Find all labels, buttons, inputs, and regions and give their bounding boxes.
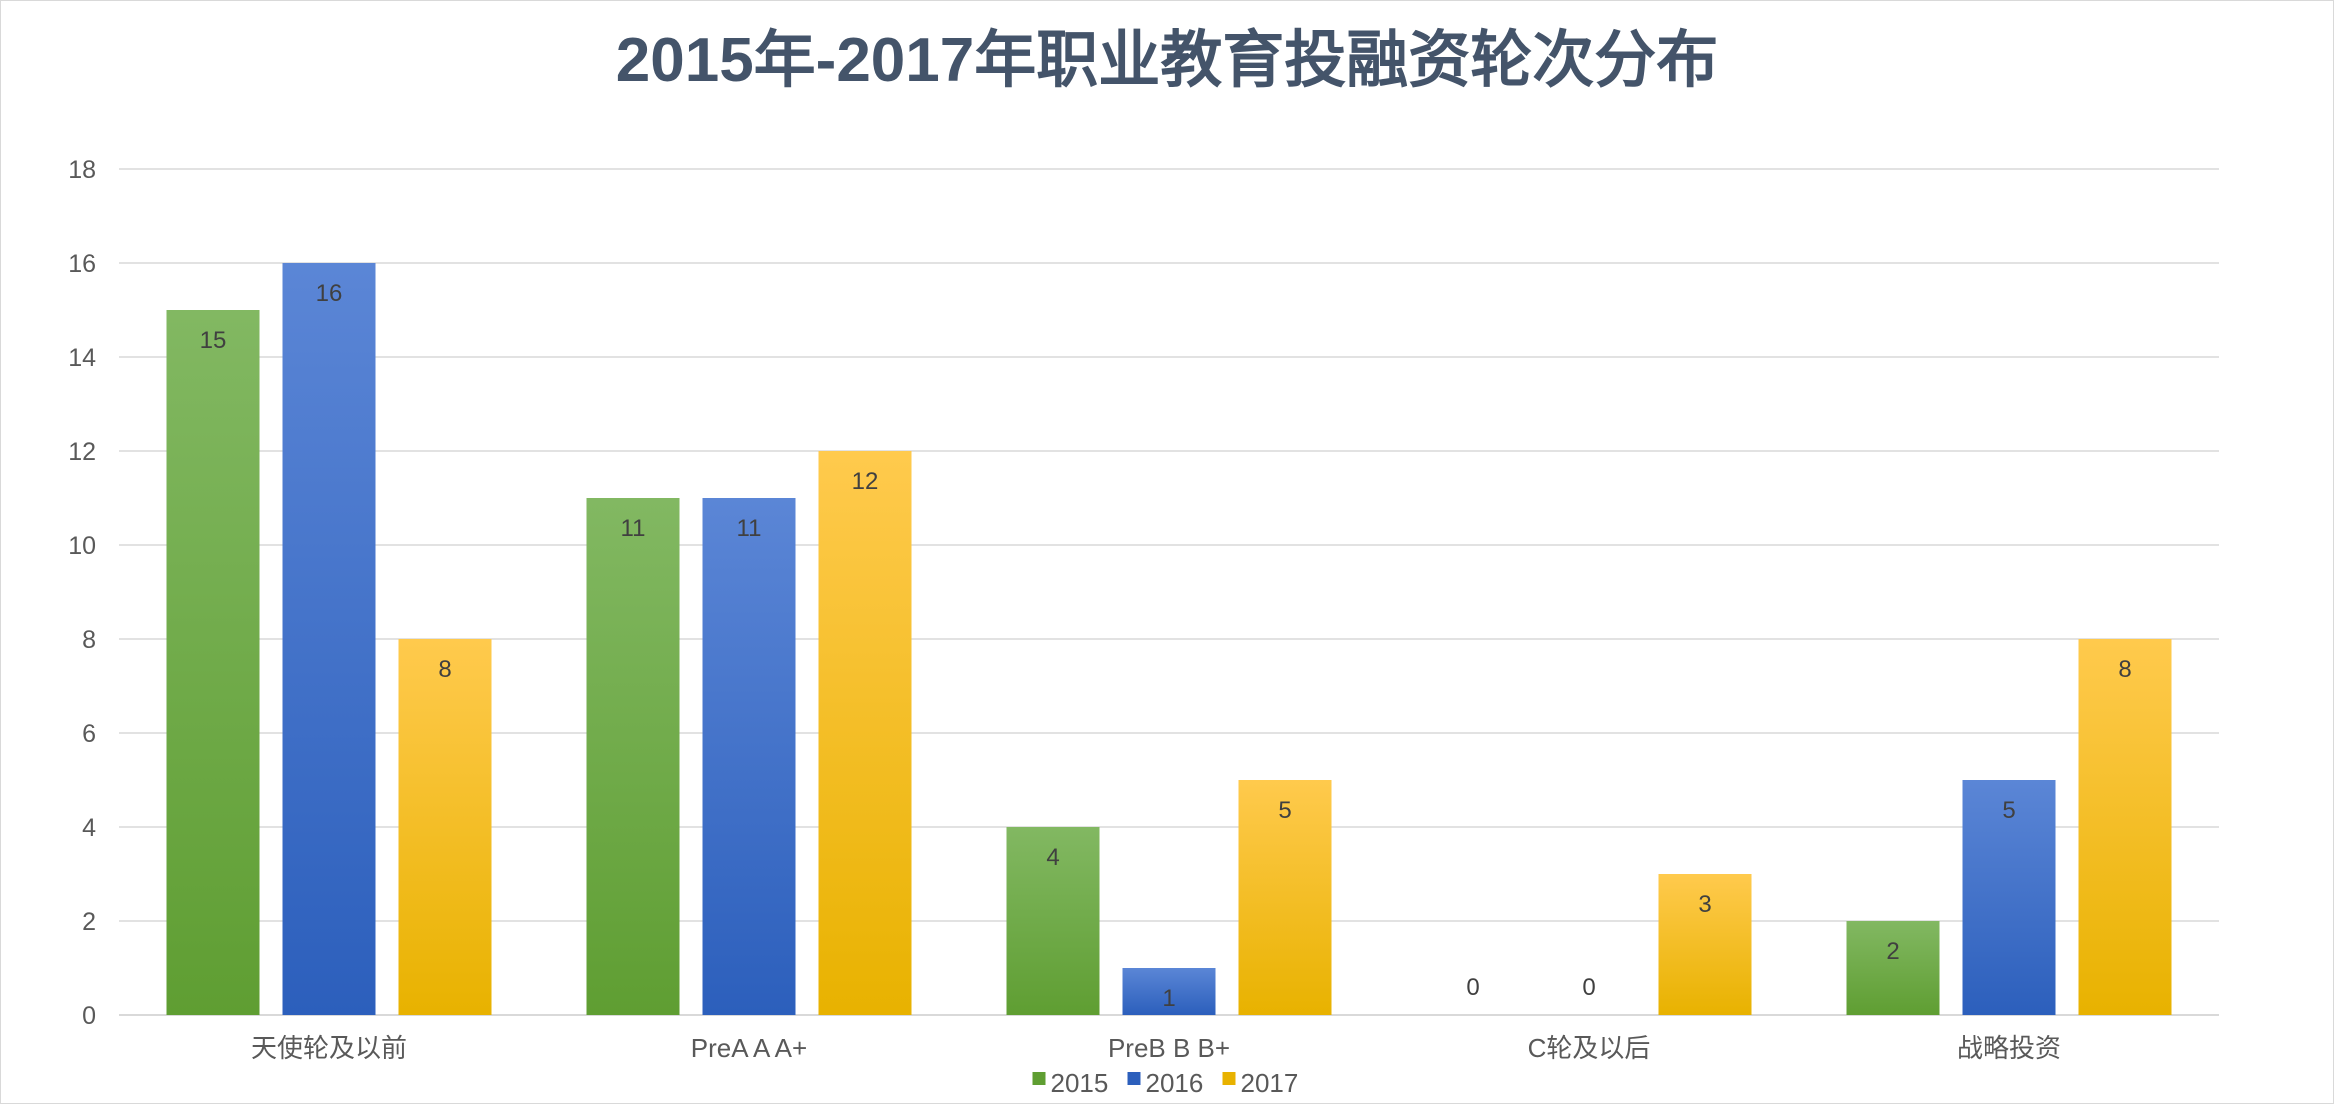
bar-2017-4	[2078, 639, 2172, 1015]
data-label: 12	[852, 468, 879, 495]
y-tick-label: 14	[68, 344, 96, 372]
x-axis-ticks: 天使轮及以前 PreA A A+ PreB B B+ C轮及以后 战略投资	[251, 1033, 2061, 1063]
data-label: 5	[2002, 797, 2015, 824]
bar-2016-2	[1122, 968, 1216, 1015]
y-tick-label: 6	[82, 720, 96, 748]
y-tick-label: 4	[82, 814, 96, 842]
y-tick-label: 18	[68, 156, 96, 184]
chart-title: 2015年-2017年职业教育投融资轮次分布	[616, 26, 1719, 95]
legend-label-2016: 2016	[1146, 1068, 1204, 1098]
y-axis-ticks: 0 2 4 6 8 10 12 14 16 18	[68, 156, 96, 1030]
data-label: 11	[621, 515, 646, 542]
legend-label-2015: 2015	[1051, 1068, 1109, 1098]
data-label: 4	[1046, 844, 1059, 871]
data-label: 5	[1278, 797, 1291, 824]
data-label: 16	[316, 280, 343, 307]
legend-label-2017: 2017	[1241, 1068, 1299, 1098]
bar-2016-4	[1962, 780, 2056, 1015]
data-label: 11	[737, 515, 762, 542]
bar-2015-1	[586, 498, 680, 1015]
x-tick-label: 战略投资	[1957, 1033, 2061, 1063]
y-tick-label: 0	[82, 1002, 96, 1030]
bar-2017-1	[818, 451, 912, 1015]
x-tick-label: 天使轮及以前	[251, 1033, 407, 1063]
bar-2017-3	[1658, 874, 1752, 1015]
legend-swatch-2017	[1222, 1072, 1236, 1085]
bars	[166, 263, 2172, 1015]
data-label: 8	[2118, 656, 2131, 683]
data-label: 0	[1466, 974, 1479, 1001]
bar-2016-1	[702, 498, 796, 1015]
data-label: 15	[200, 327, 227, 354]
bar-2015-0	[166, 310, 260, 1015]
data-label: 8	[438, 656, 451, 683]
data-label: 0	[1582, 974, 1595, 1001]
x-tick-label: PreB B B+	[1108, 1033, 1230, 1063]
x-tick-label: PreA A A+	[691, 1033, 807, 1063]
y-tick-label: 12	[68, 438, 96, 466]
y-tick-label: 16	[68, 250, 96, 278]
bar-2016-0	[282, 263, 376, 1015]
y-tick-label: 2	[82, 908, 96, 936]
y-tick-label: 10	[68, 532, 96, 560]
bar-2017-2	[1238, 780, 1332, 1015]
data-label: 3	[1698, 891, 1711, 918]
data-label: 2	[1886, 938, 1899, 965]
bar-2015-4	[1846, 921, 1940, 1015]
legend-swatch-2015	[1032, 1072, 1046, 1085]
bar-2015-2	[1006, 827, 1100, 1015]
legend-swatch-2016	[1127, 1072, 1141, 1085]
x-tick-label: C轮及以后	[1528, 1033, 1651, 1063]
y-tick-label: 8	[82, 626, 96, 654]
data-label: 1	[1162, 985, 1175, 1012]
bar-2017-0	[398, 639, 492, 1015]
legend: 2015 2016 2017	[1032, 1068, 1299, 1098]
